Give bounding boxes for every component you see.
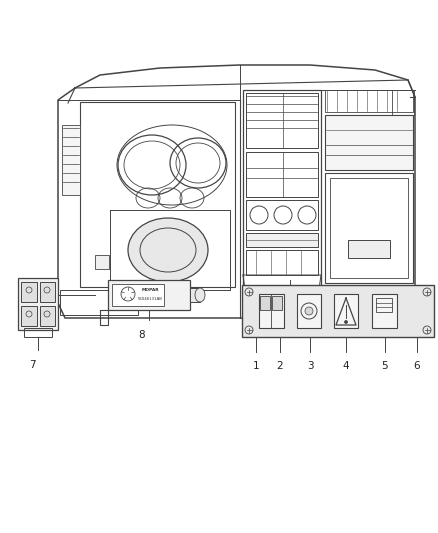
- Bar: [112, 284, 164, 306]
- Bar: [18, 278, 58, 330]
- Bar: [60, 290, 138, 315]
- Ellipse shape: [305, 307, 313, 315]
- Text: 5: 5: [381, 361, 389, 371]
- Text: 1: 1: [253, 361, 259, 371]
- Text: 56046131AB: 56046131AB: [138, 297, 162, 301]
- Text: 2: 2: [277, 361, 283, 371]
- Bar: [80, 102, 235, 287]
- Bar: [21, 282, 37, 302]
- Bar: [190, 288, 200, 302]
- Bar: [376, 298, 392, 312]
- Bar: [348, 240, 390, 258]
- Text: 3: 3: [307, 361, 313, 371]
- Bar: [246, 93, 318, 148]
- Bar: [108, 280, 190, 310]
- Bar: [62, 125, 80, 195]
- Text: 7: 7: [28, 360, 35, 370]
- Bar: [372, 294, 397, 328]
- Bar: [272, 296, 282, 310]
- Bar: [325, 90, 413, 112]
- Ellipse shape: [195, 288, 205, 302]
- Bar: [242, 285, 434, 337]
- Bar: [325, 115, 413, 170]
- Ellipse shape: [128, 218, 208, 282]
- Ellipse shape: [345, 320, 347, 324]
- Bar: [392, 90, 414, 115]
- Bar: [260, 296, 270, 310]
- Bar: [24, 328, 52, 337]
- Text: MOPAR: MOPAR: [141, 288, 159, 292]
- Bar: [246, 200, 318, 230]
- Text: 4: 4: [343, 361, 350, 371]
- Bar: [95, 255, 109, 269]
- Bar: [325, 173, 413, 283]
- Bar: [246, 250, 318, 275]
- Bar: [297, 294, 321, 328]
- Bar: [40, 306, 55, 326]
- Text: 8: 8: [139, 330, 145, 340]
- Text: 6: 6: [413, 361, 420, 371]
- Bar: [246, 152, 318, 197]
- Bar: [40, 282, 55, 302]
- Bar: [21, 306, 37, 326]
- Bar: [330, 178, 408, 278]
- Bar: [246, 233, 318, 247]
- Bar: [334, 294, 358, 328]
- Bar: [259, 294, 284, 328]
- Bar: [243, 90, 321, 318]
